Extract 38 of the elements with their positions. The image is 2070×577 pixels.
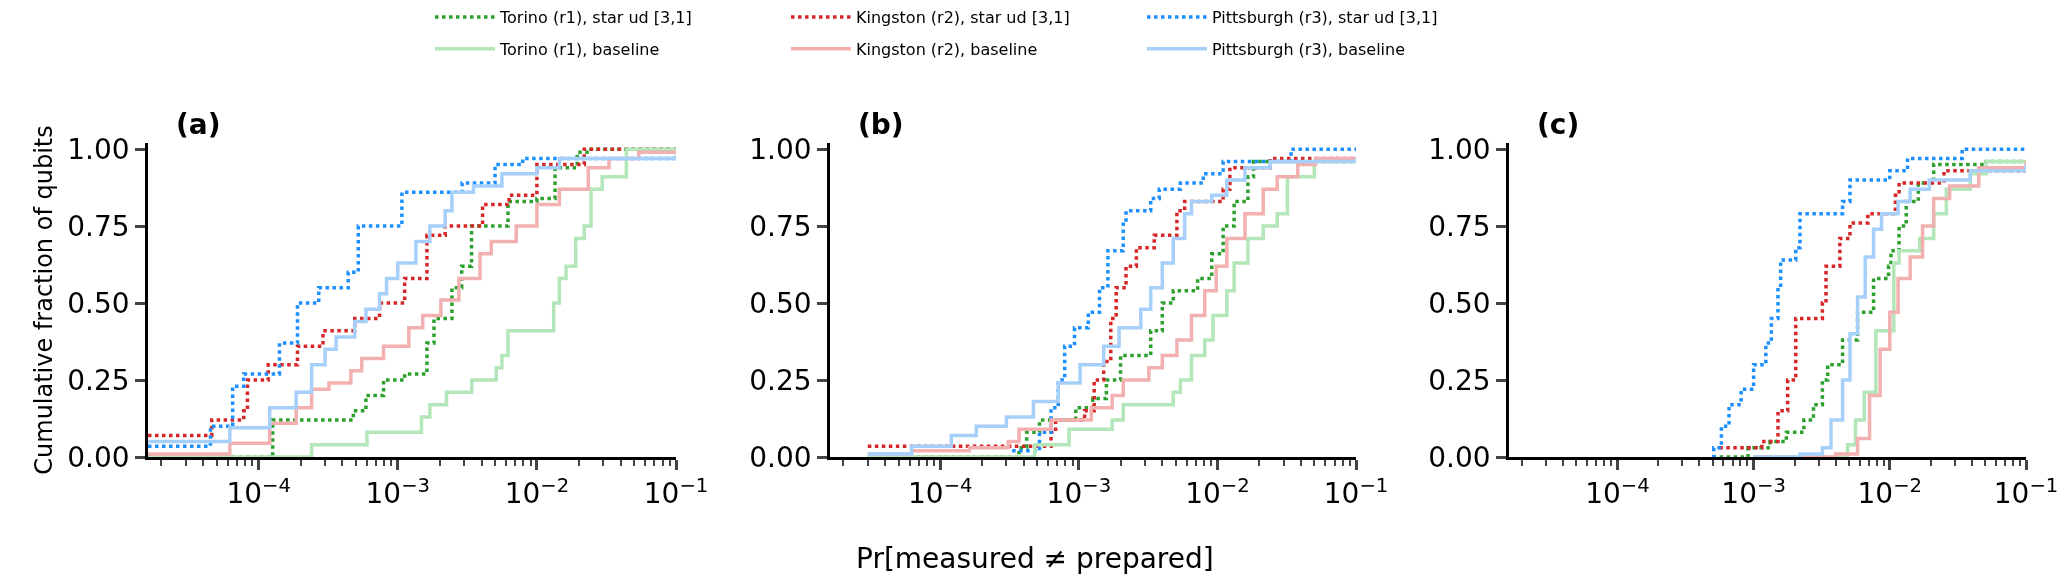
x-tick-label: 10$^{−4}$: [908, 473, 973, 511]
x-axis-title: Pr[measured ≠ prepared]: [856, 542, 1214, 575]
x-tick-label: 10$^{−2}$: [504, 473, 570, 511]
x-tick-label: 10$^{−1}$: [643, 473, 709, 511]
chart-title: (a): [176, 108, 221, 141]
legend-label: Pittsburgh (r3), baseline: [1212, 39, 1406, 59]
x-tick-label: 10$^{−4}$: [1585, 473, 1650, 511]
legend-label: Torino (r1), star ud [3,1]: [499, 8, 692, 28]
y-tick-label: 0.00: [1428, 440, 1491, 474]
x-tick-label: 10$^{−1}$: [1323, 473, 1389, 511]
x-tick-label: 10$^{−2}$: [1185, 473, 1250, 511]
y-tick-label: 0.50: [1428, 286, 1491, 320]
y-tick-label: 1.00: [67, 132, 130, 166]
x-tick-label: 10$^{−1}$: [1993, 473, 2059, 511]
chart-title: (c): [1537, 108, 1580, 141]
y-axis-title: Cumulative fraction of qubits: [30, 125, 59, 475]
x-tick-label: 10$^{−2}$: [1857, 473, 1923, 511]
chart-title: (b): [858, 108, 904, 141]
y-tick-label: 0.25: [749, 363, 812, 397]
y-tick-label: 1.00: [1428, 132, 1491, 166]
y-tick-label: 0.75: [1428, 209, 1491, 243]
y-tick-label: 0.50: [67, 286, 130, 320]
x-tick-label: 10$^{−4}$: [226, 473, 291, 511]
legend-label: Torino (r1), baseline: [499, 39, 660, 59]
y-tick-label: 0.25: [67, 363, 130, 397]
y-tick-label: 0.75: [67, 209, 130, 243]
x-tick-label: 10$^{−3}$: [365, 473, 431, 511]
y-tick-label: 1.00: [749, 132, 812, 166]
y-tick-label: 0.00: [749, 440, 812, 474]
legend-label: Pittsburgh (r3), star ud [3,1]: [1212, 8, 1438, 28]
y-tick-label: 0.25: [1428, 363, 1491, 397]
y-tick-label: 0.75: [749, 209, 812, 243]
legend-label: Kingston (r2), star ud [3,1]: [856, 8, 1070, 28]
x-tick-label: 10$^{−3}$: [1046, 473, 1112, 511]
legend-label: Kingston (r2), baseline: [856, 39, 1038, 59]
y-tick-label: 0.50: [749, 286, 812, 320]
x-tick-label: 10$^{−3}$: [1721, 473, 1786, 511]
y-tick-label: 0.00: [67, 440, 130, 474]
